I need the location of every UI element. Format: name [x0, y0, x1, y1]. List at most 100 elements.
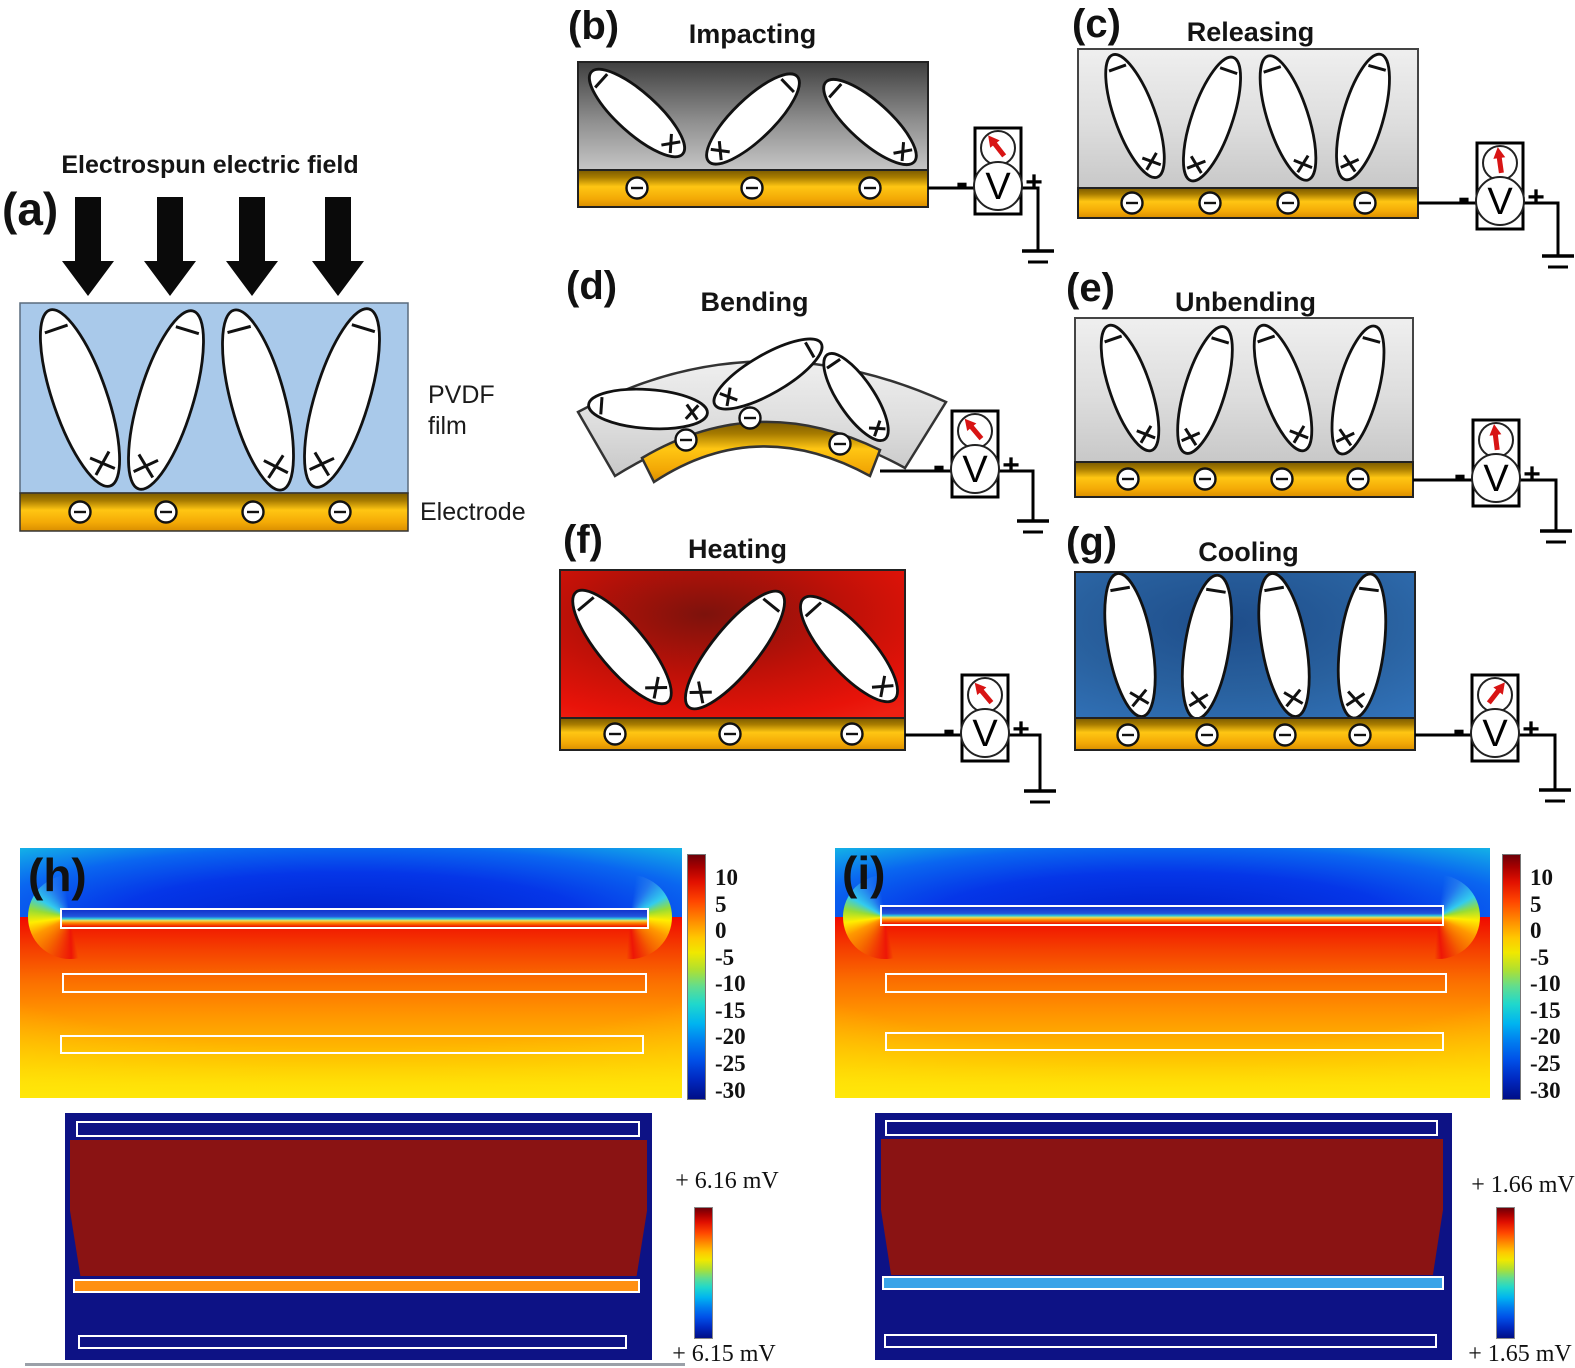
negative-charge-icon [738, 406, 762, 430]
colorbar-tick: -10 [715, 971, 746, 997]
colorbar-tick: 5 [1530, 891, 1542, 917]
panel-d-label: (d) [566, 264, 618, 308]
panel-h-label: (h) [28, 849, 87, 901]
panel-g-title: Cooling [1198, 537, 1299, 567]
electrode-outline-top [76, 1121, 640, 1137]
panel-f-title: Heating [687, 534, 787, 564]
potential-max-label-i: + 1.66 mV [1471, 1172, 1575, 1198]
negative-charge-icon [840, 722, 864, 746]
colorbar-tick: -5 [715, 944, 735, 970]
panel-a-label: (a) [2, 183, 59, 235]
high-potential-region [70, 1140, 647, 1276]
panel-e-schematic [1074, 317, 1574, 544]
negative-charge-icon [1276, 191, 1300, 215]
colorbar-h-gradient [687, 854, 706, 1100]
ground-icon [1015, 519, 1051, 534]
panel-b-title: Impacting [688, 19, 817, 49]
negative-charge-icon [328, 500, 352, 524]
mv-colorbar-h [694, 1207, 713, 1339]
colorbar-i: 10 5 0 -5 -10 -15 -20 -25 -30 [1502, 854, 1575, 1103]
ground-icon [1020, 249, 1056, 264]
film-outline-middle [885, 973, 1447, 993]
colorbar-tick: 10 [715, 864, 738, 890]
film-outline-middle [62, 973, 647, 993]
negative-charge-icon [858, 176, 882, 200]
pvdf-film-annotation: PVDF film [428, 380, 495, 441]
pvdf-film-annotation-line1: PVDF [428, 381, 495, 409]
negative-charge-icon [241, 500, 265, 524]
film-outline-bottom [60, 1035, 644, 1054]
electrode-outline-bottom [884, 1334, 1437, 1348]
negative-charge-icon [154, 500, 178, 524]
film-outline-bottom [885, 1032, 1444, 1051]
cropped-edge-line [25, 1363, 685, 1366]
ground-icon [1022, 789, 1058, 804]
negative-charge-icon [718, 722, 742, 746]
colorbar-tick: -30 [715, 1077, 746, 1103]
panel-g-schematic [1074, 568, 1573, 803]
potential-panel-h [65, 1113, 652, 1360]
colorbar-tick: 5 [715, 891, 727, 917]
electrode-outline-bottom [78, 1335, 627, 1349]
electrode-outline-top [885, 1120, 1438, 1136]
potential-max-label-h: + 6.16 mV [675, 1168, 779, 1194]
panel-e-title: Unbending [1175, 287, 1316, 317]
colorbar-tick: 10 [1530, 864, 1553, 890]
electric-field-arrows-icon [62, 197, 364, 296]
electrode-annotation: Electrode [420, 498, 526, 526]
panel-g-label: (g) [1066, 520, 1118, 564]
colorbar-tick: 0 [1530, 918, 1542, 944]
film-outline-top [880, 905, 1444, 926]
negative-charge-icon [1193, 467, 1217, 491]
negative-charge-icon [68, 500, 92, 524]
panel-i-label: (i) [842, 847, 886, 899]
negative-charge-icon [1346, 467, 1370, 491]
pvdf-film-annotation-line2: film [428, 411, 467, 440]
potential-min-label-i: + 1.65 mV [1468, 1341, 1572, 1367]
negative-charge-icon [1198, 191, 1222, 215]
colorbar-tick: 0 [715, 918, 727, 944]
panel-f-schematic [557, 569, 1058, 804]
panel-d-schematic [576, 325, 1051, 534]
panel-d-title: Bending [700, 287, 809, 317]
field-heatmap-h [20, 848, 682, 1098]
heatmap-negative-region [20, 848, 682, 917]
film-outline-top [60, 908, 649, 929]
heatmap-positive-region [20, 917, 682, 1098]
panel-c-label: (c) [1072, 2, 1121, 46]
ground-icon [1538, 529, 1574, 544]
negative-charge-icon [603, 722, 627, 746]
mv-colorbar-i [1496, 1207, 1515, 1339]
colorbar-tick: -25 [715, 1051, 746, 1077]
heatmap-positive-region [835, 917, 1490, 1098]
colorbar-tick: -10 [1530, 971, 1561, 997]
negative-charge-icon [674, 428, 698, 452]
middle-electrode-bar [882, 1276, 1444, 1290]
colorbar-tick: -20 [1530, 1024, 1561, 1050]
negative-charge-icon [828, 432, 852, 456]
colorbar-tick: -25 [1530, 1051, 1561, 1077]
negative-charge-icon [625, 176, 649, 200]
colorbar-tick: -15 [715, 997, 746, 1023]
panel-c-schematic [1077, 46, 1575, 269]
panel-c-title: Releasing [1186, 17, 1315, 47]
panel-a-title: Electrospun electric field [61, 151, 359, 179]
negative-charge-icon [740, 176, 764, 200]
colorbar-tick: -15 [1530, 997, 1561, 1023]
colorbar-tick: -30 [1530, 1077, 1561, 1103]
ground-icon [1540, 254, 1575, 269]
negative-charge-icon [1120, 191, 1144, 215]
panel-b-schematic [576, 55, 1056, 264]
negative-charge-icon [1273, 723, 1297, 747]
electrode-d [640, 420, 882, 484]
middle-electrode-bar [73, 1279, 640, 1293]
schematic-layer: V - + [19, 46, 1575, 804]
potential-min-label-h: + 6.15 mV [672, 1341, 776, 1367]
voltmeter [931, 409, 1022, 499]
field-heatmap-i [835, 848, 1490, 1098]
colorbar-i-gradient [1502, 854, 1521, 1100]
negative-charge-icon [1353, 191, 1377, 215]
panel-f-label: (f) [563, 518, 603, 562]
ground-icon [1537, 788, 1573, 803]
